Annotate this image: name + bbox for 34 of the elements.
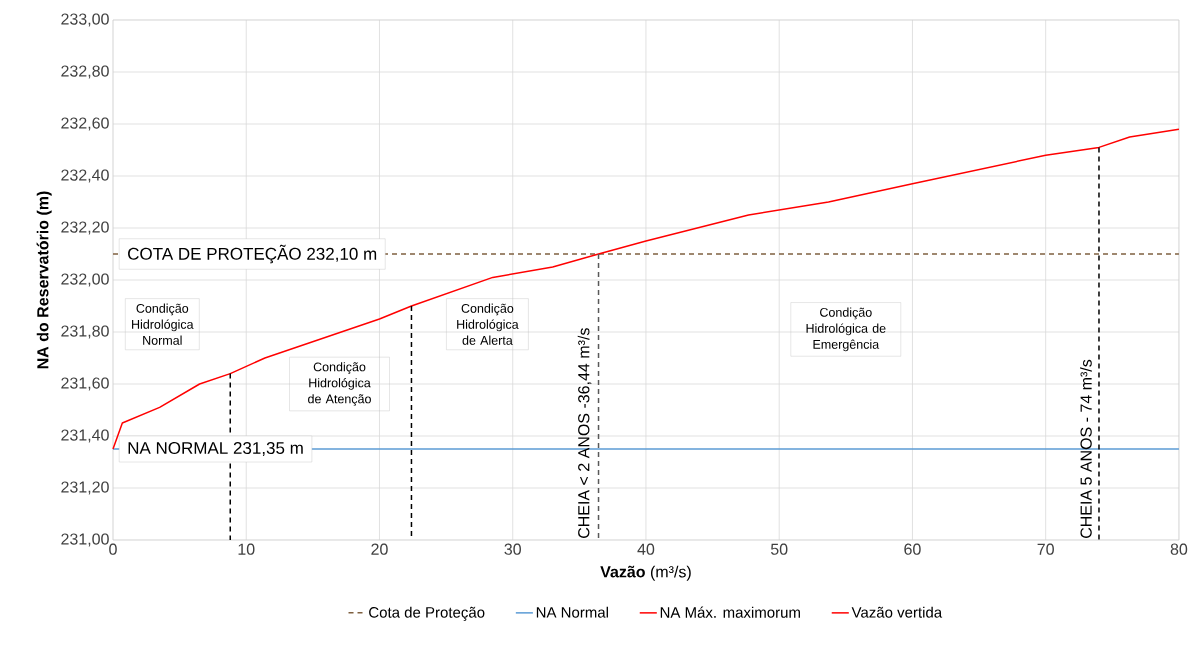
y-tick-label: 231,40: [61, 429, 109, 443]
x-tick-label: 60: [904, 543, 921, 555]
y-tick-label: 231,60: [61, 377, 109, 391]
x-tick-label: 70: [1037, 543, 1054, 555]
annotation: CHEIA < 2 ANOS -36,44 m³/s: [577, 328, 592, 538]
x-tick-label: 10: [238, 543, 255, 555]
legend-label: Cota de Proteção: [369, 606, 485, 621]
y-tick-label: 232,80: [61, 65, 109, 79]
annotation: Condição Hidrológica de Alerta: [457, 303, 519, 345]
x-tick-label: 80: [1170, 543, 1188, 555]
y-tick-label: 231,00: [61, 533, 109, 547]
legend-label: Vazão vertida: [851, 606, 943, 618]
annotation: CHEIA 5 ANOS - 74 m³/s: [1080, 359, 1092, 538]
y-tick-label: 233,00: [61, 13, 109, 27]
annotation: Condição Hidrológica de Atenção: [308, 362, 371, 406]
x-tick-label: 20: [371, 543, 388, 555]
legend-label: NA Normal: [536, 606, 608, 618]
y-tick-label: 232,00: [61, 273, 109, 287]
x-axis-title: Vazão (m³/s): [600, 565, 691, 581]
y-tick-label: 231,80: [61, 325, 109, 339]
annotation: COTA DE PROTEÇÃO 232,10 m: [128, 244, 377, 264]
y-axis-title: NA do Reservatório (m): [36, 191, 52, 369]
x-tick-label: 0: [109, 543, 117, 555]
y-tick-label: 232,60: [61, 117, 109, 131]
x-tick-label: 30: [504, 543, 521, 555]
y-tick-label: 231,20: [61, 481, 109, 495]
annotation: NA NORMAL 231,35 m: [128, 441, 303, 457]
y-tick-label: 232,40: [61, 169, 109, 183]
x-tick-label: 50: [770, 543, 788, 555]
annotation: Condição Hidrológica de Emergência: [806, 307, 886, 352]
x-tick-label: 40: [637, 543, 655, 555]
legend-label: NA Máx. maximorum: [660, 606, 800, 618]
annotation: Condição Hidrológica Normal: [132, 303, 194, 345]
y-tick-label: 232,20: [61, 221, 109, 235]
